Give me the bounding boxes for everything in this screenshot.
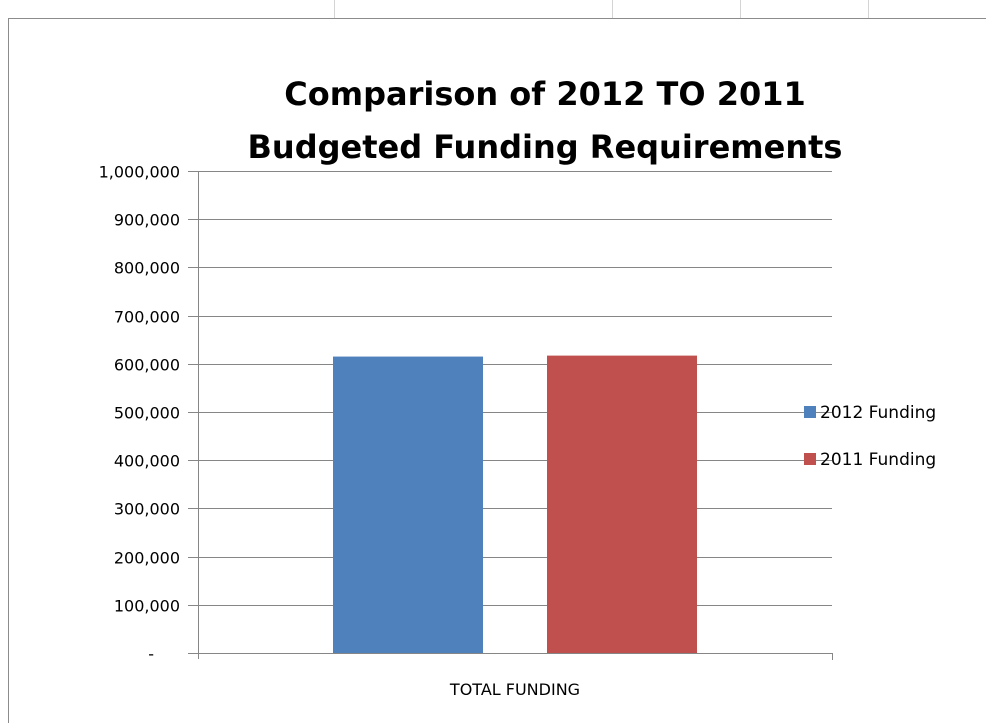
legend-swatch (804, 453, 816, 465)
y-axis-tick-label: 300,000 (114, 500, 180, 519)
x-axis-category-labels: TOTAL FUNDING (449, 680, 580, 699)
cell-divider (334, 0, 335, 18)
bar-chart: Comparison of 2012 TO 2011 Budgeted Fund… (99, 75, 937, 699)
y-axis-tick-label: 500,000 (114, 404, 180, 423)
y-axis-tick-label: 700,000 (114, 308, 180, 327)
legend: 2012 Funding 2011 Funding (804, 403, 936, 470)
cell-divider (740, 0, 741, 18)
cell-divider (612, 0, 613, 18)
bar-2011-funding (547, 355, 697, 653)
y-axis-tick-label: - (148, 645, 154, 664)
x-axis-category-label: TOTAL FUNDING (449, 680, 580, 699)
cell-divider (868, 0, 869, 18)
legend-label: 2012 Funding (820, 403, 936, 423)
y-axis-tick-label: 1,000,000 (99, 163, 180, 182)
chart-area[interactable]: Comparison of 2012 TO 2011 Budgeted Fund… (8, 18, 986, 723)
bar-2012-funding (333, 356, 483, 653)
chart-title-line-2: Budgeted Funding Requirements (248, 128, 843, 166)
y-axis-tick-label: 600,000 (114, 356, 180, 375)
legend-swatch (804, 406, 816, 418)
y-axis-tick-label: 100,000 (114, 597, 180, 616)
legend-label: 2011 Funding (820, 450, 936, 470)
bars (333, 355, 697, 653)
gridlines (198, 171, 832, 606)
chart-title: Comparison of 2012 TO 2011 Budgeted Fund… (248, 75, 843, 166)
chart-title-line-1: Comparison of 2012 TO 2011 (284, 75, 806, 113)
y-axis-tick-label: 200,000 (114, 549, 180, 568)
y-axis-tick-label: 400,000 (114, 452, 180, 471)
y-axis-tick-labels: - 100,000 200,000 300,000 400,000 500,000 600,… (99, 163, 180, 664)
y-axis-tick-label: 900,000 (114, 211, 180, 230)
spreadsheet-column-strip (0, 0, 986, 18)
y-axis-tick-label: 800,000 (114, 259, 180, 278)
axes (188, 171, 833, 660)
